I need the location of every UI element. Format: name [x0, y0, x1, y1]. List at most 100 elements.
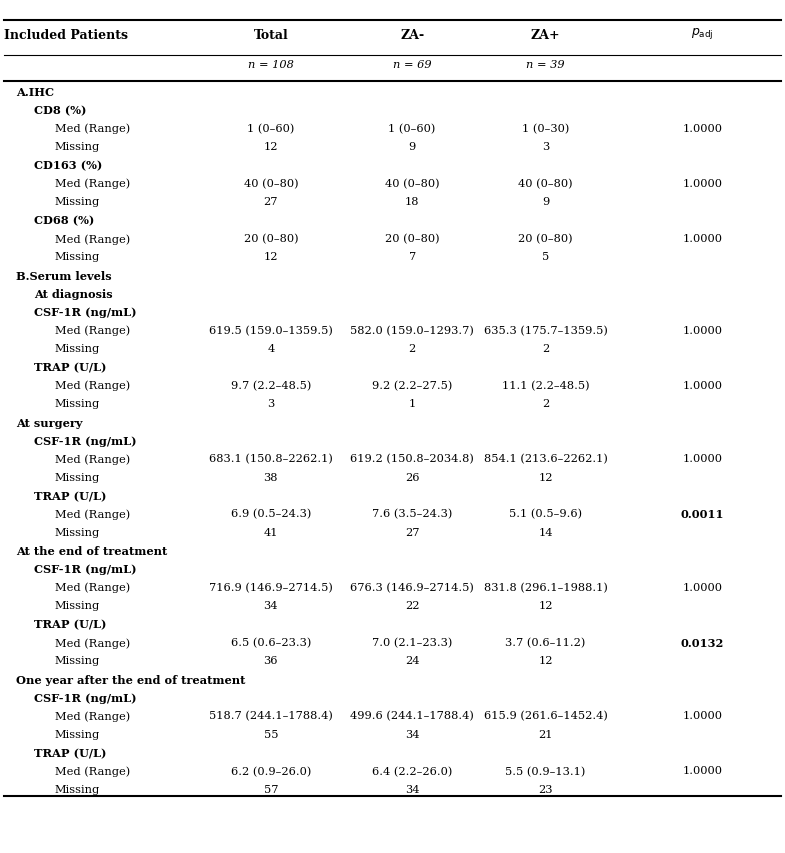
Text: 2: 2: [542, 398, 550, 409]
Text: 7.0 (2.1–23.3): 7.0 (2.1–23.3): [372, 637, 452, 647]
Text: 20 (0–80): 20 (0–80): [243, 234, 298, 244]
Text: 6.2 (0.9–26.0): 6.2 (0.9–26.0): [231, 765, 311, 776]
Text: 20 (0–80): 20 (0–80): [518, 234, 573, 244]
Text: 12: 12: [539, 655, 553, 665]
Text: 18: 18: [405, 197, 419, 207]
Text: 1: 1: [408, 398, 416, 409]
Text: 676.3 (146.9–2714.5): 676.3 (146.9–2714.5): [350, 582, 474, 593]
Text: 12: 12: [264, 142, 278, 152]
Text: Missing: Missing: [55, 398, 100, 409]
Text: CD163 (%): CD163 (%): [34, 160, 102, 171]
Text: 12: 12: [264, 252, 278, 262]
Text: Missing: Missing: [55, 344, 100, 354]
Text: 34: 34: [405, 728, 419, 739]
Text: $\it{p}_{\rm{adj}}$: $\it{p}_{\rm{adj}}$: [692, 26, 714, 42]
Text: 3: 3: [267, 398, 275, 409]
Text: Missing: Missing: [55, 197, 100, 207]
Text: 7.6 (3.5–24.3): 7.6 (3.5–24.3): [372, 508, 452, 519]
Text: 4: 4: [267, 344, 275, 354]
Text: CSF-1R (ng/mL): CSF-1R (ng/mL): [34, 564, 137, 575]
Text: 38: 38: [264, 472, 278, 482]
Text: 9.7 (2.2–48.5): 9.7 (2.2–48.5): [231, 380, 311, 391]
Text: 619.2 (150.8–2034.8): 619.2 (150.8–2034.8): [350, 454, 474, 464]
Text: 1.0000: 1.0000: [683, 454, 722, 464]
Text: 0.0011: 0.0011: [681, 508, 725, 519]
Text: Med (Range): Med (Range): [55, 178, 130, 189]
Text: ZA-: ZA-: [400, 29, 424, 42]
Text: 5: 5: [542, 252, 550, 262]
Text: CD8 (%): CD8 (%): [34, 106, 86, 116]
Text: 40 (0–80): 40 (0–80): [518, 178, 573, 189]
Text: 22: 22: [405, 601, 419, 611]
Text: 55: 55: [264, 728, 278, 739]
Text: 5.5 (0.9–13.1): 5.5 (0.9–13.1): [506, 765, 586, 776]
Text: 1.0000: 1.0000: [683, 178, 722, 189]
Text: 635.3 (175.7–1359.5): 635.3 (175.7–1359.5): [484, 325, 608, 336]
Text: 9: 9: [408, 142, 416, 152]
Text: 40 (0–80): 40 (0–80): [243, 178, 298, 189]
Text: 2: 2: [408, 344, 416, 354]
Text: 1.0000: 1.0000: [683, 124, 722, 134]
Text: 854.1 (213.6–2262.1): 854.1 (213.6–2262.1): [484, 454, 608, 464]
Text: 5.1 (0.5–9.6): 5.1 (0.5–9.6): [509, 508, 582, 519]
Text: 0.0132: 0.0132: [681, 637, 725, 648]
Text: At surgery: At surgery: [16, 417, 82, 428]
Text: 11.1 (2.2–48.5): 11.1 (2.2–48.5): [502, 380, 590, 391]
Text: CD68 (%): CD68 (%): [34, 215, 94, 226]
Text: Med (Range): Med (Range): [55, 765, 130, 776]
Text: 3: 3: [542, 142, 550, 152]
Text: Med (Range): Med (Range): [55, 234, 130, 244]
Text: Med (Range): Med (Range): [55, 711, 130, 721]
Text: Med (Range): Med (Range): [55, 454, 130, 464]
Text: 23: 23: [539, 784, 553, 794]
Text: 3.7 (0.6–11.2): 3.7 (0.6–11.2): [506, 637, 586, 647]
Text: TRAP (U/L): TRAP (U/L): [34, 618, 106, 630]
Text: Missing: Missing: [55, 472, 100, 482]
Text: 9: 9: [542, 197, 550, 207]
Text: At the end of treatment: At the end of treatment: [16, 545, 167, 556]
Text: 7: 7: [408, 252, 416, 262]
Text: 27: 27: [405, 527, 419, 537]
Text: 40 (0–80): 40 (0–80): [385, 178, 440, 189]
Text: 831.8 (296.1–1988.1): 831.8 (296.1–1988.1): [484, 582, 608, 593]
Text: 683.1 (150.8–2262.1): 683.1 (150.8–2262.1): [209, 454, 333, 464]
Text: TRAP (U/L): TRAP (U/L): [34, 747, 106, 758]
Text: Med (Range): Med (Range): [55, 637, 130, 647]
Text: Missing: Missing: [55, 527, 100, 537]
Text: At diagnosis: At diagnosis: [34, 288, 112, 299]
Text: n = 108: n = 108: [248, 60, 294, 70]
Text: n = 69: n = 69: [392, 60, 432, 70]
Text: 1 (0–30): 1 (0–30): [522, 124, 569, 134]
Text: Med (Range): Med (Range): [55, 582, 130, 593]
Text: Missing: Missing: [55, 252, 100, 262]
Text: TRAP (U/L): TRAP (U/L): [34, 490, 106, 502]
Text: Included Patients: Included Patients: [4, 29, 128, 42]
Text: 20 (0–80): 20 (0–80): [385, 234, 440, 244]
Text: 34: 34: [264, 601, 278, 611]
Text: 619.5 (159.0–1359.5): 619.5 (159.0–1359.5): [209, 325, 333, 336]
Text: 1.0000: 1.0000: [683, 582, 722, 592]
Text: 6.9 (0.5–24.3): 6.9 (0.5–24.3): [231, 508, 311, 519]
Text: 57: 57: [264, 784, 278, 794]
Text: ZA+: ZA+: [531, 29, 560, 42]
Text: 6.4 (2.2–26.0): 6.4 (2.2–26.0): [372, 765, 452, 776]
Text: CSF-1R (ng/mL): CSF-1R (ng/mL): [34, 435, 137, 446]
Text: 518.7 (244.1–1788.4): 518.7 (244.1–1788.4): [209, 711, 333, 721]
Text: Med (Range): Med (Range): [55, 124, 130, 134]
Text: 9.2 (2.2–27.5): 9.2 (2.2–27.5): [372, 380, 452, 391]
Text: 26: 26: [405, 472, 419, 482]
Text: One year after the end of treatment: One year after the end of treatment: [16, 674, 245, 685]
Text: Med (Range): Med (Range): [55, 325, 130, 336]
Text: 2: 2: [542, 344, 550, 354]
Text: 582.0 (159.0–1293.7): 582.0 (159.0–1293.7): [350, 325, 474, 336]
Text: 1.0000: 1.0000: [683, 234, 722, 244]
Text: CSF-1R (ng/mL): CSF-1R (ng/mL): [34, 307, 137, 318]
Text: 716.9 (146.9–2714.5): 716.9 (146.9–2714.5): [209, 582, 333, 593]
Text: 12: 12: [539, 601, 553, 611]
Text: 27: 27: [264, 197, 278, 207]
Text: 21: 21: [539, 728, 553, 739]
Text: n = 39: n = 39: [526, 60, 565, 70]
Text: 1.0000: 1.0000: [683, 765, 722, 775]
Text: Missing: Missing: [55, 142, 100, 152]
Text: 615.9 (261.6–1452.4): 615.9 (261.6–1452.4): [484, 711, 608, 721]
